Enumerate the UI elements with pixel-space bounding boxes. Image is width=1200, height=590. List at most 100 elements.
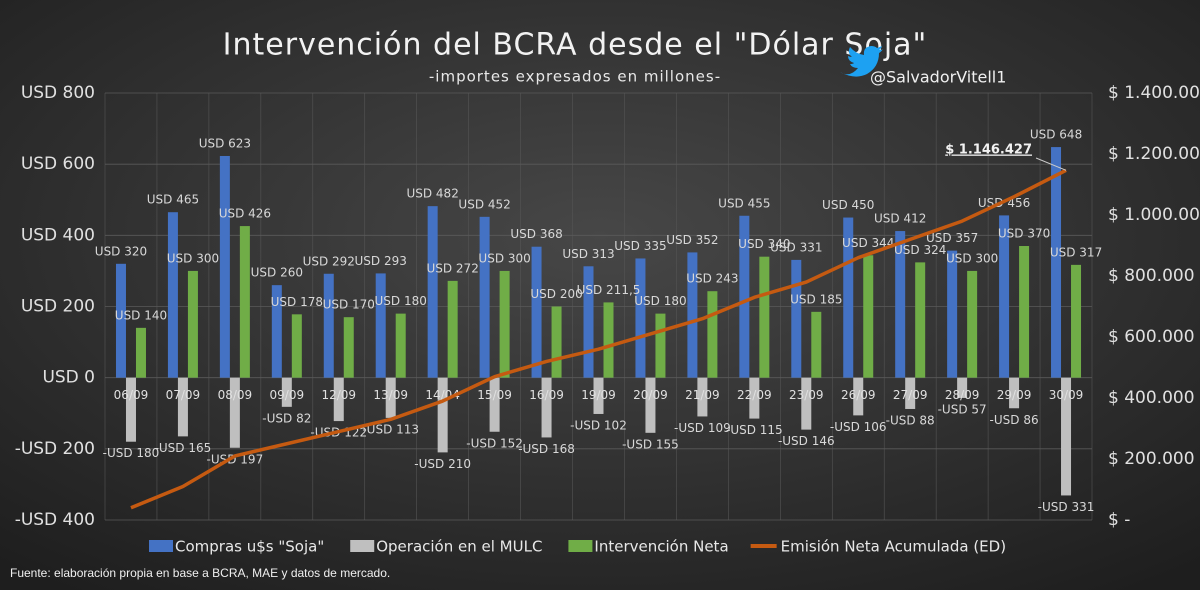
bar (125, 377, 136, 442)
bar (603, 302, 614, 378)
y2-tick-label: $ 400.000 (1108, 388, 1195, 408)
bar (759, 256, 770, 378)
legend-swatch (350, 540, 375, 552)
y-tick-label: USD 400 (21, 225, 95, 245)
legend-label: Compras u$s "Soja" (175, 538, 324, 556)
bar (447, 280, 458, 378)
bar (915, 262, 926, 378)
bar (531, 246, 542, 378)
bar (583, 266, 594, 378)
bar (1009, 377, 1020, 409)
x-tick-label: 07/09 (166, 388, 201, 402)
data-label: USD 180 (634, 294, 686, 308)
bar (437, 377, 448, 453)
bar (385, 377, 396, 418)
chart-title: Intervención del BCRA desde el "Dólar So… (223, 28, 928, 63)
y-tick-label: USD 200 (21, 297, 95, 317)
data-label: USD 465 (147, 193, 199, 207)
data-label: -USD 146 (778, 434, 835, 448)
bar (687, 252, 698, 378)
data-label: USD 243 (686, 272, 738, 286)
line (130, 168, 1067, 510)
data-label: -USD 168 (518, 442, 575, 456)
data-label: USD 300 (478, 251, 530, 265)
bar (333, 377, 344, 422)
bar (1019, 246, 1030, 378)
bar (499, 270, 510, 378)
bar (697, 377, 708, 417)
source-note: Fuente: elaboración propia en base a BCR… (10, 566, 390, 580)
bar (947, 250, 958, 378)
bar (957, 377, 968, 398)
data-label: -USD 88 (886, 413, 935, 427)
bar (291, 314, 302, 378)
bar (749, 377, 760, 419)
data-label: -USD 102 (570, 418, 627, 432)
data-label: -USD 180 (103, 446, 160, 460)
bar (115, 263, 126, 378)
data-label: USD 317 (1050, 245, 1102, 259)
data-label: USD 352 (666, 233, 718, 247)
bar (167, 212, 178, 378)
bar (271, 285, 282, 378)
bar (427, 206, 438, 378)
bar (863, 255, 874, 378)
y-tick-label: USD 800 (21, 83, 95, 103)
bar (281, 377, 292, 407)
x-tick-label: 27/09 (893, 388, 928, 402)
data-label: -USD 165 (155, 441, 212, 455)
bar (323, 273, 334, 378)
data-label: USD 648 (1030, 128, 1082, 142)
x-tick-label: 09/09 (270, 388, 305, 402)
data-label: $ 1.146.427 (945, 143, 1032, 158)
bar (593, 377, 604, 414)
bar (791, 259, 802, 378)
data-label: USD 324 (894, 243, 946, 257)
data-label: -USD 82 (262, 411, 311, 425)
bar (1051, 147, 1062, 378)
data-label: -USD 109 (674, 421, 731, 435)
data-label: USD 292 (303, 254, 355, 268)
data-label: USD 211,5 (577, 283, 641, 297)
data-label: USD 331 (770, 240, 822, 254)
bar (135, 327, 146, 378)
legend-item: Emisión Neta Acumulada (ED) (750, 538, 1006, 556)
bar (967, 270, 978, 378)
x-tick-label: 06/09 (114, 388, 149, 402)
data-label: USD 482 (406, 187, 458, 201)
y2-tick-label: $ 1.400.000 (1108, 83, 1200, 103)
x-tick-label: 29/09 (997, 388, 1032, 402)
bar (811, 311, 822, 378)
data-label: -USD 113 (362, 422, 419, 436)
data-label: USD 426 (219, 207, 271, 221)
bar (479, 216, 490, 378)
data-label: USD 412 (874, 212, 926, 226)
bar (655, 313, 666, 378)
bar (489, 377, 500, 432)
data-label: -USD 210 (414, 457, 471, 471)
leader-line (1035, 157, 1067, 171)
data-label: USD 344 (842, 236, 894, 250)
x-tick-label: 21/09 (685, 388, 720, 402)
data-label: USD 185 (790, 292, 842, 306)
data-label: USD 180 (375, 294, 427, 308)
data-label: USD 200 (530, 287, 582, 301)
bar (843, 217, 854, 378)
bar (177, 377, 188, 437)
bar (551, 306, 562, 378)
legend-item: Compras u$s "Soja" (149, 538, 324, 556)
legend-label: Emisión Neta Acumulada (ED) (781, 538, 1006, 556)
legend-label: Intervención Neta (594, 538, 728, 556)
data-label: -USD 115 (726, 423, 783, 437)
data-label: USD 178 (271, 295, 323, 309)
x-tick-label: 12/09 (321, 388, 356, 402)
data-label: -USD 106 (830, 420, 887, 434)
x-tick-label: 16/09 (529, 388, 564, 402)
data-label: USD 170 (323, 298, 375, 312)
bar (343, 317, 354, 378)
legend-label: Operación en el MULC (376, 538, 542, 556)
data-label: USD 357 (926, 231, 978, 245)
x-tick-label: 13/09 (373, 388, 408, 402)
data-label: -USD 152 (466, 436, 523, 450)
